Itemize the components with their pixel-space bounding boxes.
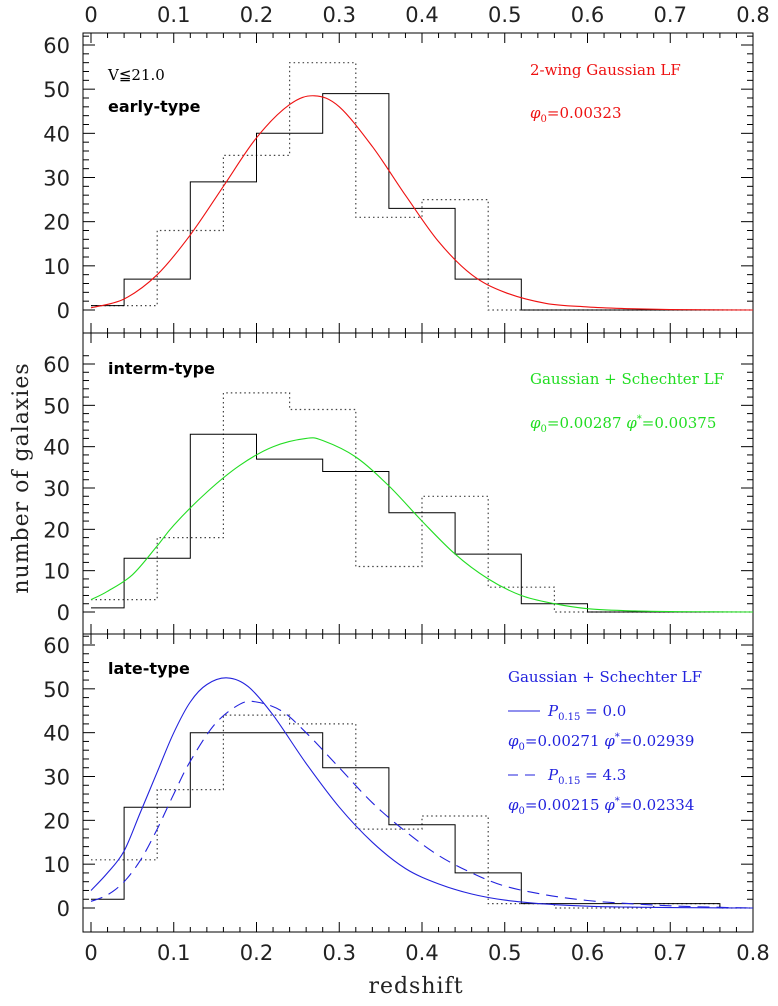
x-tick-label-top: 0.5: [488, 3, 521, 27]
y-tick-label: 0: [57, 601, 70, 625]
x-tick-label-top: 0.2: [240, 3, 273, 27]
histogram-solid: [91, 93, 753, 311]
y-tick-label: 60: [43, 634, 70, 658]
x-tick-label-bottom: 0: [84, 941, 97, 965]
x-tick-label-top: 0: [84, 3, 97, 27]
panel-label: interm-type: [108, 359, 215, 378]
model-curve-solid: [90, 95, 754, 311]
annotation: 2-wing Gaussian LF: [530, 61, 681, 79]
y-axis-title: number of galaxies: [9, 362, 34, 593]
panel-label: early-type: [108, 97, 201, 116]
x-tick-label-top: 0.7: [654, 3, 687, 27]
annotation: Gaussian + Schechter LF: [508, 668, 702, 686]
y-tick-label: 20: [43, 211, 70, 235]
annotation: φ0=0.00287 φ*=0.00375: [530, 414, 716, 435]
x-tick-label-top: 0.8: [736, 3, 769, 27]
y-tick-label: 50: [43, 78, 70, 102]
annotation: φ0=0.00323: [530, 104, 622, 125]
y-tick-label: 20: [43, 809, 70, 833]
x-tick-label-top: 0.6: [571, 3, 604, 27]
y-tick-label: 50: [43, 678, 70, 702]
x-tick-label-bottom: 0.8: [736, 941, 769, 965]
y-tick-label: 20: [43, 518, 70, 542]
x-tick-label-bottom: 0.1: [157, 941, 190, 965]
panel-interm-type: 0 10 20 30 40 50 60 interm-type Gaussian + Schec…: [43, 353, 754, 625]
panel-early-type: 0 10 20 30 40 50 60 V≦21.0 early-type 2-wing Gaus…: [43, 34, 754, 323]
model-curve-dashed: [90, 700, 754, 909]
annotation: φ0=0.00215 φ*=0.02334: [508, 796, 694, 817]
y-tick-label: 60: [43, 34, 70, 58]
y-tick-label: 40: [43, 122, 70, 146]
magnitude-cut-label: V≦21.0: [107, 66, 165, 84]
y-tick-label: 10: [43, 853, 70, 877]
histogram-solid: [91, 433, 753, 613]
annotation: P0.15 = 4.3: [547, 766, 626, 787]
y-tick-label: 30: [43, 167, 70, 191]
y-tick-label: 40: [43, 722, 70, 746]
plot-frame: [82, 32, 754, 933]
y-tick-label: 10: [43, 255, 70, 279]
x-tick-label-top: 0.1: [157, 3, 190, 27]
y-tick-label: 40: [43, 436, 70, 460]
annotation: φ0=0.00271 φ*=0.02939: [508, 732, 694, 753]
x-tick-label-top: 0.4: [405, 3, 438, 27]
panel-late-type: 0 10 20 30 40 50 60 late-type Gaussian + Schecht…: [43, 634, 754, 921]
x-tick-label-bottom: 0.6: [571, 941, 604, 965]
annotation: Gaussian + Schechter LF: [530, 370, 724, 388]
annotation: P0.15 = 0.0: [547, 702, 626, 723]
x-tick-label-bottom: 0.7: [654, 941, 687, 965]
model-curve-solid: [90, 437, 754, 613]
histogram-solid: [91, 732, 753, 909]
y-tick-label: 0: [57, 299, 70, 323]
y-tick-label: 50: [43, 394, 70, 418]
y-tick-label: 10: [43, 560, 70, 584]
x-axis-title: redshift: [368, 974, 463, 999]
y-tick-label: 30: [43, 477, 70, 501]
x-tick-label-top: 0.3: [323, 3, 356, 27]
panel-label: late-type: [108, 659, 190, 678]
x-tick-label-bottom: 0.5: [488, 941, 521, 965]
y-tick-label: 0: [57, 897, 70, 921]
x-tick-label-bottom: 0.3: [323, 941, 356, 965]
x-tick-label-bottom: 0.4: [405, 941, 438, 965]
y-tick-label: 60: [43, 353, 70, 377]
y-tick-label: 30: [43, 766, 70, 790]
model-curve-solid: [90, 677, 754, 909]
x-tick-label-bottom: 0.2: [240, 941, 273, 965]
